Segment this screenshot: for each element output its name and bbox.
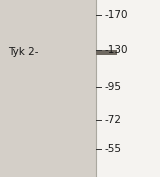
Text: Tyk 2-: Tyk 2- <box>8 47 39 57</box>
Text: -72: -72 <box>105 115 122 125</box>
Text: -95: -95 <box>105 82 122 92</box>
Bar <box>96 0 160 177</box>
Bar <box>0 0 96 177</box>
Text: -170: -170 <box>105 10 128 20</box>
Text: -130: -130 <box>105 45 128 55</box>
Text: -55: -55 <box>105 144 122 154</box>
Bar <box>96 50 117 55</box>
